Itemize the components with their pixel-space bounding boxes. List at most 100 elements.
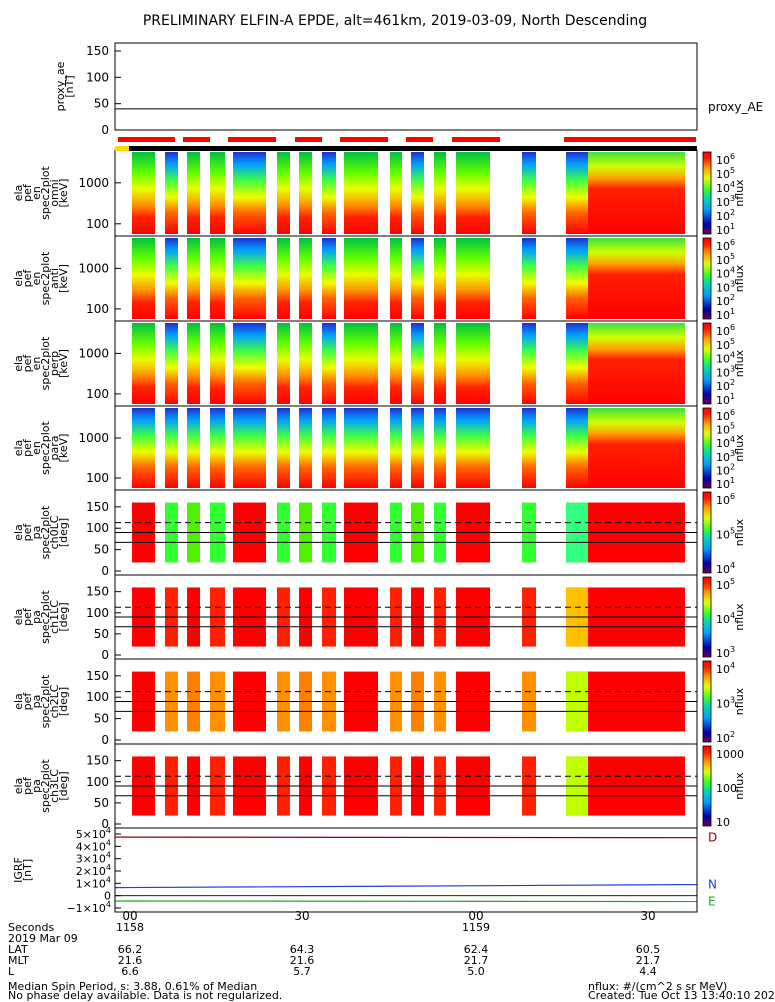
panel-ylabel-line: ela [12, 270, 25, 287]
y-tick-label: 150 [86, 754, 109, 768]
colorbar [702, 407, 712, 489]
y-tick-label: 0 [101, 564, 109, 578]
igrf-series-label: N [708, 878, 717, 892]
spectrogram-block [434, 238, 446, 319]
data-availability-bars [115, 137, 697, 151]
footer-left-1: Median Spin Period, s: 3.88, 0.61% of Me… [8, 980, 258, 993]
panel-ylabel-line: pef [21, 776, 34, 795]
panel-ylabel-line: pef [21, 523, 34, 542]
colorbar-label: nflux [733, 518, 746, 546]
spectrogram-block [187, 238, 200, 319]
colorbar-tick-label: 102 [716, 378, 735, 393]
igrf-series-line [114, 900, 698, 903]
spectrogram-block [390, 323, 402, 404]
panel-ylabel-line: [keV] [57, 179, 70, 208]
data-availability-segment [406, 137, 433, 142]
spectrogram-block [210, 152, 225, 234]
lat-value: 62.4 [464, 943, 489, 956]
colorbar-label: nflux [733, 349, 746, 377]
spectrogram-block [456, 152, 490, 234]
y-tick-label: 0 [104, 890, 111, 903]
row-label-lat: LAT [8, 943, 28, 956]
panel-ylabel-line: spec2plot [39, 759, 52, 813]
mlt-value: 21.6 [290, 954, 315, 967]
y-tick-label: 100 [86, 606, 109, 620]
y-tick-label: 50 [94, 712, 109, 726]
spectrogram-block [165, 323, 178, 404]
spectrogram-block [456, 238, 490, 319]
colorbar-label: nflux [733, 179, 746, 207]
colorbar-tick-label: 104 [716, 661, 735, 676]
orbit-bar-marker [115, 146, 129, 151]
data-availability-segment [564, 137, 696, 142]
panel-ylabel-line: en [30, 272, 43, 286]
x-tick-label: 00 [468, 909, 483, 923]
row-label-mlt: MLT [8, 954, 29, 967]
spectrogram-block [165, 238, 178, 319]
y-tick-label: 100 [86, 775, 109, 789]
colorbar-label: nflux [733, 603, 746, 631]
spectrogram-block [344, 323, 378, 404]
y-tick-label: 1000 [78, 261, 109, 275]
panel-ylabel-line: pef [21, 354, 34, 373]
spectrogram-block [566, 238, 588, 319]
panel-ylabel-line: pa [30, 779, 43, 793]
data-availability-segment [295, 137, 322, 142]
panel-ylabel-line: en [30, 441, 43, 455]
panel-ylabel-line: pef [21, 692, 34, 711]
colorbar-tick-label: 101 [716, 222, 735, 237]
y-tick-label: 50 [94, 97, 109, 111]
y-tick-label: 0 [101, 817, 109, 831]
y-tick-label: 50 [94, 796, 109, 810]
spectrogram-block [566, 408, 588, 488]
spectrogram-block [390, 152, 402, 234]
spectrogram-block [187, 323, 200, 404]
panel-ylabel-line: omni [48, 179, 61, 206]
y-tick-label: 2×104 [76, 863, 111, 878]
y-tick-label: 150 [86, 44, 109, 58]
colorbar-label: nflux [733, 772, 746, 800]
spectrogram-block [411, 238, 424, 319]
y-tick-label: 100 [86, 217, 109, 231]
spectrogram-block [434, 323, 446, 404]
lat-value: 64.3 [290, 943, 315, 956]
spectrogram-block [456, 408, 490, 488]
spectrogram-block [187, 408, 200, 488]
spectrogram-block [522, 323, 536, 404]
spectrogram-block [322, 408, 336, 488]
panel-ylabel-line: ch0LC [48, 515, 61, 549]
panel-ylabel-line: [deg] [57, 687, 70, 716]
spectrogram-block [132, 408, 155, 488]
panel-ylabel-line: [deg] [57, 518, 70, 547]
spectrogram-block [344, 152, 378, 234]
seconds-value: 1159 [462, 921, 490, 934]
spectrogram-block [233, 152, 266, 234]
panel-ylabel-line: ch1LC [48, 600, 61, 634]
colorbar-tick-label: 102 [716, 730, 735, 745]
panel-ylabel-line: ela [12, 778, 25, 795]
y-tick-label: 100 [86, 521, 109, 535]
colorbar [702, 322, 712, 405]
panel-ylabel-line: en [30, 357, 43, 371]
panel-ylabel-line: spec2plot [39, 421, 52, 475]
y-tick-label: 1×104 [76, 875, 111, 890]
lat-value: 66.2 [118, 943, 143, 956]
panel-ylabel-line: perp [48, 351, 61, 376]
colorbar-tick-label: 105 [716, 577, 735, 592]
spectrogram-block [132, 323, 155, 404]
data-availability-segment [118, 137, 175, 142]
spectrogram-block [165, 152, 178, 234]
x-tick-label: 30 [640, 909, 655, 923]
colorbar [702, 151, 712, 235]
data-availability-segment [452, 137, 500, 142]
panel-ylabel-line: pef [21, 607, 34, 626]
panel-ylabel-line: pef [21, 269, 34, 288]
panel-ylabel-line: proxy_ae [54, 61, 67, 111]
row-label-seconds: Seconds [8, 921, 54, 934]
spectrogram-block [566, 323, 588, 404]
l-value: 5.7 [293, 965, 311, 978]
colorbar [702, 237, 712, 320]
y-tick-label: 1000 [78, 346, 109, 360]
spectrogram-block [322, 238, 336, 319]
